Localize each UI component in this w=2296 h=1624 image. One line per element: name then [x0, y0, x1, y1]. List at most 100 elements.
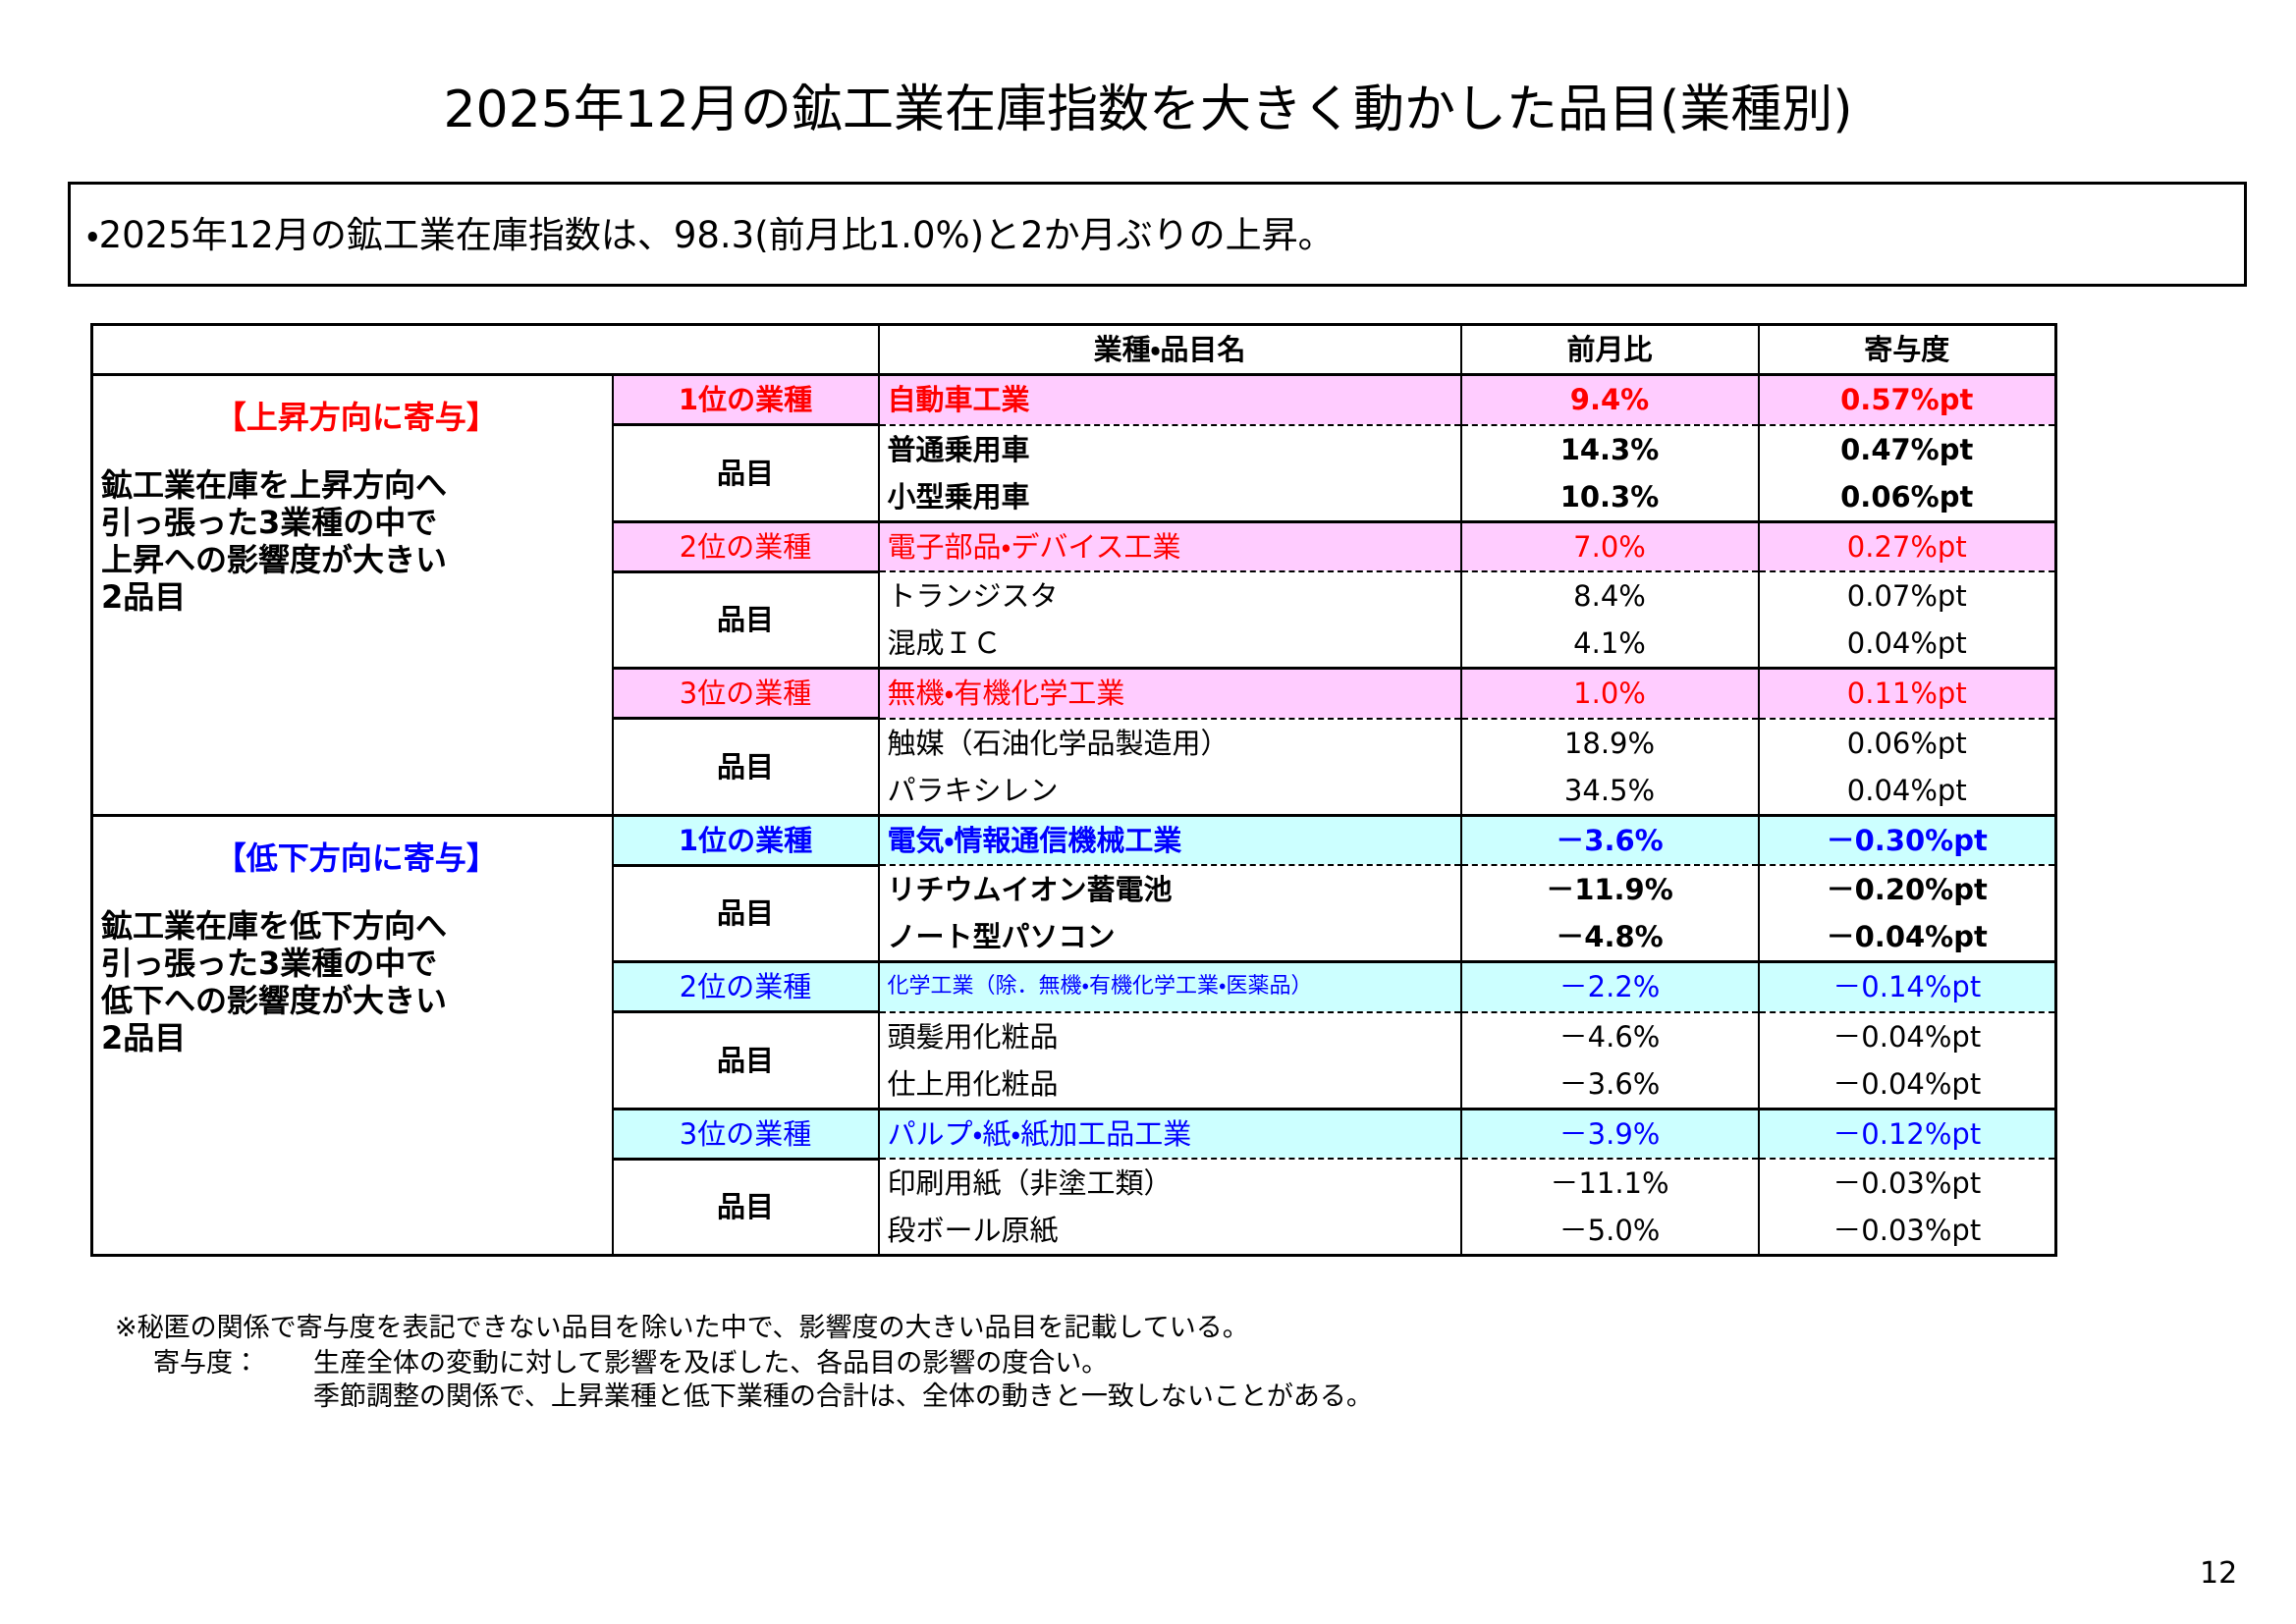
section-description: 鉱工業在庫を上昇方向へ 引っ張った3業種の中で 上昇への影響度が大きい 2品目 — [101, 466, 611, 616]
item-contribution: 0.04%pt — [1757, 766, 2057, 815]
title: 2025年12月の鉱工業在庫指数を大きく動かした品目(業種別) — [443, 81, 1853, 139]
item-row: 小型乗用車 10.3% 0.06%pt — [92, 472, 2057, 521]
item-contribution: －0.20%pt — [1757, 865, 2057, 913]
item-row: 品目 リチウムイオン蓄電池 －11.9% －0.20%pt — [92, 863, 2057, 963]
header-row: 業種・品目名 前月比 寄与度 — [90, 324, 2057, 376]
item-change: －5.0% — [1459, 1207, 1760, 1256]
item-row: 段ボール原紙 －5.0% －0.03%pt — [92, 1207, 2057, 1256]
section-label: 【上昇方向に寄与】 — [214, 399, 498, 436]
industry-change: 1.0% — [1459, 667, 1760, 720]
section-label: 【低下方向に寄与】 — [214, 839, 498, 877]
note-label: 寄与度： — [153, 1348, 259, 1379]
description-line: 引っ張った3業種の中で — [101, 504, 438, 541]
description-line: 2品目 — [101, 578, 187, 616]
item-change: 18.9% — [1459, 718, 1760, 767]
item-row: ノート型パソコン －4.8% －0.04%pt — [92, 913, 2057, 962]
description-line: 2品目 — [101, 1018, 187, 1056]
item-name: 段ボール原紙 — [877, 1207, 1462, 1256]
item-change: 34.5% — [1459, 766, 1760, 815]
items-label: 品目 — [611, 423, 880, 523]
industry-row: 3位の業種 パルプ・紙・紙加工品工業 －3.9% －0.12%pt — [92, 1107, 2057, 1160]
summary: ・2025年12月の鉱工業在庫指数は、98.3(前月比1.0%)と2か月ぶりの上… — [86, 214, 1335, 256]
section-cell: 【低下方向に寄与】鉱工業在庫を低下方向へ 引っ張った3業種の中で 低下への影響度が大… — [90, 813, 614, 1257]
item-row: 品目 頭髪用化粧品 －4.6% －0.04%pt — [92, 1010, 2057, 1110]
industry-name: 自動車工業 — [877, 373, 1462, 426]
item-contribution: 0.06%pt — [1757, 718, 2057, 767]
industry-change: －3.9% — [1459, 1107, 1760, 1160]
item-name: 普通乗用車 — [877, 424, 1462, 473]
rank-label: 3位の業種 — [611, 1107, 880, 1160]
item-name: リチウムイオン蓄電池 — [877, 865, 1462, 913]
item-change: －3.6% — [1459, 1059, 1760, 1109]
industry-row: 【上昇方向に寄与】鉱工業在庫を上昇方向へ 引っ張った3業種の中で 上昇への影響度が大… — [90, 373, 2057, 817]
rank-label: 1位の業種 — [611, 373, 880, 426]
rank-label: 1位の業種 — [611, 813, 880, 866]
industry-name: 化学工業（除．無機・有機化学工業・医薬品） — [877, 960, 1462, 1013]
item-change: －11.1% — [1459, 1159, 1760, 1207]
items-label: 品目 — [611, 863, 880, 963]
industry-name: 電子部品・デバイス工業 — [877, 519, 1462, 572]
section-description: 鉱工業在庫を低下方向へ 引っ張った3業種の中で 低下への影響度が大きい 2品目 — [101, 906, 611, 1056]
item-row: 品目 トランジスタ 8.4% 0.07%pt — [92, 569, 2057, 670]
industry-contribution: －0.14%pt — [1757, 960, 2057, 1013]
industry-contribution: 0.11%pt — [1757, 667, 2057, 720]
item-name: トランジスタ — [877, 571, 1462, 620]
header-cell — [90, 324, 880, 376]
item-name: ノート型パソコン — [877, 913, 1462, 962]
header-cell: 寄与度 — [1757, 324, 2057, 376]
item-name: 印刷用紙（非塗工類） — [877, 1159, 1462, 1207]
items-label: 品目 — [611, 569, 880, 670]
industry-name: 電気・情報通信機械工業 — [877, 813, 1462, 866]
item-change: 8.4% — [1459, 571, 1760, 620]
rank-label: 2位の業種 — [611, 960, 880, 1013]
item-name: 仕上用化粧品 — [877, 1059, 1462, 1109]
industry-row: 3位の業種 無機・有機化学工業 1.0% 0.11%pt — [92, 667, 2057, 720]
items-label: 品目 — [611, 1010, 880, 1110]
section-cell: 【上昇方向に寄与】鉱工業在庫を上昇方向へ 引っ張った3業種の中で 上昇への影響度が大… — [90, 373, 614, 817]
description-line: 上昇への影響度が大きい — [101, 541, 448, 578]
rank-label: 3位の業種 — [611, 667, 880, 720]
item-change: －4.8% — [1459, 913, 1760, 962]
item-row: 品目 普通乗用車 14.3% 0.47%pt — [92, 423, 2057, 523]
industry-change: －2.2% — [1459, 960, 1760, 1013]
description-line: 引っ張った3業種の中で — [101, 944, 438, 982]
item-contribution: －0.03%pt — [1757, 1207, 2057, 1256]
summary-box: ・2025年12月の鉱工業在庫指数は、98.3(前月比1.0%)と2か月ぶりの上… — [68, 182, 2247, 287]
description-line: 鉱工業在庫を低下方向へ — [101, 906, 448, 945]
item-contribution: 0.47%pt — [1757, 424, 2057, 473]
table: 業種・品目名 前月比 寄与度【上昇方向に寄与】鉱工業在庫を上昇方向へ 引っ張った3業種… — [90, 323, 2057, 1257]
industry-change: 9.4% — [1459, 373, 1760, 426]
industry-row: 2位の業種 電子部品・デバイス工業 7.0% 0.27%pt — [92, 519, 2057, 572]
note: 季節調整の関係で、上昇業種と低下業種の合計は、全体の動きと一致しないことがある。 — [313, 1381, 1373, 1412]
industry-name: 無機・有機化学工業 — [877, 667, 1462, 720]
industry-contribution: 0.57%pt — [1757, 373, 2057, 426]
industry-change: 7.0% — [1459, 519, 1760, 572]
note: 生産全体の変動に対して影響を及ぼした、各品目の影響の度合い。 — [313, 1348, 1109, 1379]
industry-contribution: －0.30%pt — [1757, 813, 2057, 866]
item-change: －4.6% — [1459, 1011, 1760, 1060]
item-contribution: 0.07%pt — [1757, 571, 2057, 620]
item-name: 小型乗用車 — [877, 472, 1462, 521]
industry-contribution: 0.27%pt — [1757, 519, 2057, 572]
item-contribution: －0.03%pt — [1757, 1159, 2057, 1207]
item-contribution: 0.06%pt — [1757, 472, 2057, 521]
items-label: 品目 — [611, 1157, 880, 1257]
item-row: 混成ＩＣ 4.1% 0.04%pt — [92, 620, 2057, 669]
item-row: 仕上用化粧品 －3.6% －0.04%pt — [92, 1059, 2057, 1109]
page-number: 12 — [2200, 1556, 2238, 1591]
item-contribution: －0.04%pt — [1757, 913, 2057, 962]
item-change: 4.1% — [1459, 620, 1760, 669]
item-row: 品目 印刷用紙（非塗工類） －11.1% －0.03%pt — [92, 1157, 2057, 1257]
item-name: 触媒（石油化学品製造用） — [877, 718, 1462, 767]
item-name: パラキシレン — [877, 766, 1462, 815]
item-change: －11.9% — [1459, 865, 1760, 913]
item-name: 混成ＩＣ — [877, 620, 1462, 669]
note: ※秘匿の関係で寄与度を表記できない品目を除いた中で、影響度の大きい品目を記載して… — [115, 1313, 1249, 1343]
industry-row: 2位の業種 化学工業（除．無機・有機化学工業・医薬品） －2.2% －0.14%pt — [92, 960, 2057, 1013]
industry-contribution: －0.12%pt — [1757, 1107, 2057, 1160]
industry-name: パルプ・紙・紙加工品工業 — [877, 1107, 1462, 1160]
description-line: 低下への影響度が大きい — [101, 981, 448, 1019]
industry-change: －3.6% — [1459, 813, 1760, 866]
header-cell: 前月比 — [1459, 324, 1760, 376]
